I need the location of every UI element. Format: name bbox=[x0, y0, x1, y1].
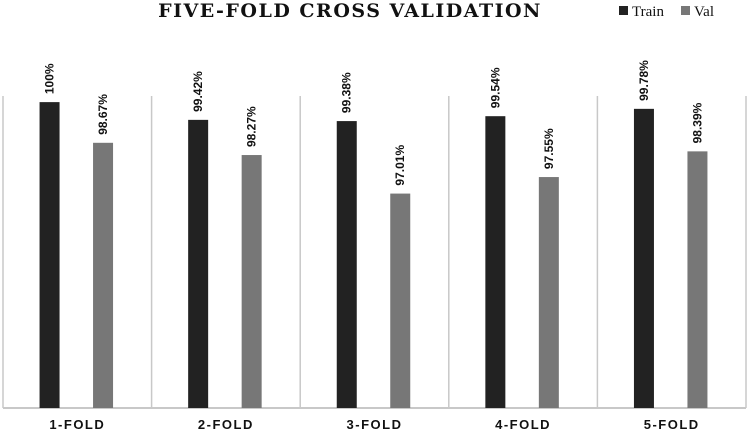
chart-title: FIVE-FOLD CROSS VALIDATION bbox=[158, 0, 542, 22]
bar-val-3 bbox=[390, 193, 411, 408]
bar-train-1 bbox=[39, 102, 60, 408]
x-tick-label: 4-FOLD bbox=[495, 417, 551, 432]
x-tick-label: 3-FOLD bbox=[347, 417, 403, 432]
data-label-train-1: 100% bbox=[43, 63, 57, 94]
bar-train-3 bbox=[336, 121, 357, 409]
data-label-train-3: 99.38% bbox=[340, 72, 354, 113]
bar-val-5 bbox=[687, 151, 708, 409]
data-label-val-3: 97.01% bbox=[393, 145, 407, 186]
bar-train-2 bbox=[188, 119, 209, 408]
data-label-train-4: 99.54% bbox=[488, 67, 502, 108]
bar-val-1 bbox=[93, 142, 114, 409]
legend-label-val: Val bbox=[694, 4, 714, 20]
legend-label-train: Train bbox=[632, 4, 664, 20]
x-tick-label: 5-FOLD bbox=[644, 417, 700, 432]
x-tick-label: 2-FOLD bbox=[198, 417, 254, 432]
data-label-val-1: 98.67% bbox=[96, 94, 110, 135]
data-label-val-5: 98.39% bbox=[690, 102, 704, 143]
bar-train-5 bbox=[633, 108, 654, 409]
plot-area: 100% 98.67% 1-FOLD 99.42% 98.27% 2-FOLD 99.38%… bbox=[2, 60, 747, 432]
legend-swatch-val bbox=[681, 6, 690, 15]
bar-train-4 bbox=[485, 116, 506, 408]
legend: Train Val bbox=[619, 4, 714, 20]
bar-val-2 bbox=[241, 155, 262, 408]
data-label-train-2: 99.42% bbox=[191, 71, 205, 112]
data-label-val-2: 98.27% bbox=[245, 106, 259, 147]
legend-swatch-train bbox=[619, 6, 628, 15]
x-tick-label: 1-FOLD bbox=[49, 417, 105, 432]
bar-val-4 bbox=[538, 177, 559, 408]
data-label-train-5: 99.78% bbox=[637, 60, 651, 101]
data-label-val-4: 97.55% bbox=[542, 128, 556, 169]
